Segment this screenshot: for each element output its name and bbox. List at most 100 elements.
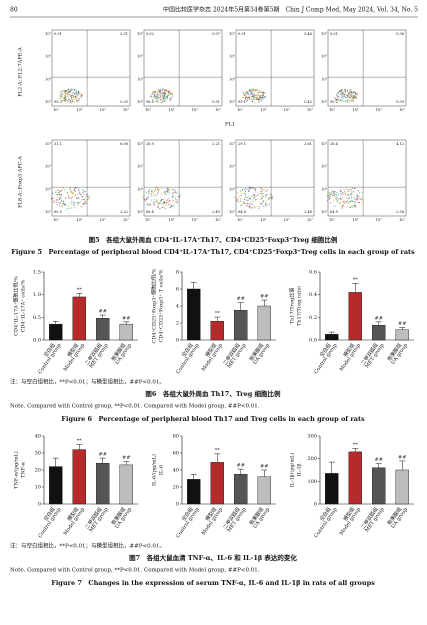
event-dot bbox=[345, 188, 348, 190]
quadrant-value: 99.2 bbox=[330, 100, 338, 104]
event-dot bbox=[155, 201, 158, 203]
event-dot bbox=[258, 201, 260, 203]
quadrant-value: 0.42 bbox=[304, 100, 312, 104]
event-dot bbox=[342, 89, 344, 91]
event-dot bbox=[76, 91, 78, 94]
event-dot bbox=[250, 187, 253, 189]
event-dot bbox=[162, 97, 164, 99]
event-dot bbox=[254, 89, 256, 91]
event-dot bbox=[241, 190, 243, 192]
event-dot bbox=[240, 204, 242, 207]
event-dot bbox=[72, 191, 74, 193]
event-dot bbox=[347, 203, 349, 205]
event-dot bbox=[71, 100, 73, 102]
event-dot bbox=[249, 197, 251, 199]
event-dot bbox=[352, 200, 354, 202]
event-dot bbox=[88, 195, 90, 197]
axis-tick-label: 10¹ bbox=[137, 100, 143, 104]
event-dot bbox=[245, 196, 247, 198]
event-dot bbox=[71, 99, 73, 101]
event-dot bbox=[246, 205, 248, 207]
event-dot bbox=[341, 95, 343, 98]
event-dot bbox=[64, 189, 66, 191]
event-dot bbox=[65, 93, 67, 95]
event-dot bbox=[162, 201, 165, 204]
event-dot bbox=[159, 202, 161, 204]
axis-tick-label: 10¹ bbox=[137, 210, 143, 214]
event-dot bbox=[63, 203, 65, 206]
event-dot bbox=[158, 207, 160, 209]
event-dot bbox=[362, 202, 364, 204]
event-dot bbox=[149, 203, 151, 205]
event-dot bbox=[329, 196, 331, 198]
axis-tick-label: 10³ bbox=[352, 108, 358, 112]
event-dot bbox=[240, 192, 242, 194]
y-tick-label: 6 bbox=[176, 287, 179, 293]
event-dot bbox=[55, 194, 57, 196]
event-dot bbox=[259, 97, 261, 99]
axis-tick-label: 10³ bbox=[45, 187, 51, 191]
event-dot bbox=[165, 97, 167, 99]
event-dot bbox=[164, 192, 167, 194]
event-dot bbox=[165, 199, 167, 201]
event-dot bbox=[62, 99, 64, 101]
event-dot bbox=[70, 102, 72, 104]
event-dot bbox=[153, 204, 155, 206]
event-dot bbox=[245, 199, 247, 201]
y-axis-label: IL-6 bbox=[159, 465, 165, 475]
event-dot bbox=[71, 201, 73, 203]
event-dot bbox=[260, 198, 262, 200]
event-dot bbox=[78, 191, 81, 193]
event-dot bbox=[242, 201, 244, 203]
event-dot bbox=[63, 93, 65, 95]
event-dot bbox=[56, 193, 58, 196]
event-dot bbox=[158, 89, 160, 91]
event-dot bbox=[260, 91, 262, 94]
event-dot bbox=[59, 97, 61, 100]
event-dot bbox=[256, 89, 259, 91]
event-dot bbox=[336, 194, 338, 196]
event-dot bbox=[257, 98, 260, 101]
bar bbox=[372, 325, 386, 341]
event-dot bbox=[250, 93, 252, 95]
event-dot bbox=[157, 96, 160, 99]
axis-tick-label: 10⁵ bbox=[192, 218, 198, 222]
event-dot bbox=[156, 187, 158, 189]
event-dot bbox=[165, 90, 167, 92]
event-dot bbox=[152, 92, 155, 95]
error-bar bbox=[214, 453, 221, 463]
event-dot bbox=[58, 194, 60, 196]
event-dot bbox=[160, 203, 162, 205]
event-dot bbox=[71, 95, 73, 97]
event-dot bbox=[175, 199, 177, 201]
event-dot bbox=[248, 204, 251, 206]
y-tick-label: 20 bbox=[173, 485, 179, 491]
axis-tick-label: 10⁷ bbox=[307, 108, 313, 112]
event-dot bbox=[81, 94, 83, 96]
event-dot bbox=[337, 98, 340, 100]
event-dot bbox=[247, 96, 249, 98]
event-dot bbox=[55, 191, 57, 193]
axis-tick-label: 10⁵ bbox=[137, 55, 143, 59]
axis-tick-label: 10⁷ bbox=[399, 218, 405, 222]
event-dot bbox=[249, 187, 251, 190]
event-dot bbox=[262, 96, 264, 98]
event-dot bbox=[73, 189, 75, 191]
event-dot bbox=[170, 91, 172, 93]
plot-frame bbox=[327, 139, 407, 217]
error-bar bbox=[328, 461, 335, 474]
event-dot bbox=[252, 88, 254, 90]
event-dot bbox=[340, 193, 342, 195]
caption: Figure 6 Percentage of peripheral blood … bbox=[61, 415, 365, 423]
event-dot bbox=[149, 188, 151, 191]
axis-tick-label: 10¹ bbox=[145, 108, 151, 112]
event-dot bbox=[58, 205, 60, 207]
plot-frame bbox=[51, 29, 131, 107]
event-dot bbox=[252, 94, 254, 96]
event-dot bbox=[256, 96, 258, 98]
event-dot bbox=[265, 190, 267, 193]
event-dot bbox=[261, 197, 263, 199]
bar bbox=[49, 466, 63, 505]
axis-tick-label: 10⁵ bbox=[321, 165, 327, 169]
event-dot bbox=[67, 98, 70, 100]
